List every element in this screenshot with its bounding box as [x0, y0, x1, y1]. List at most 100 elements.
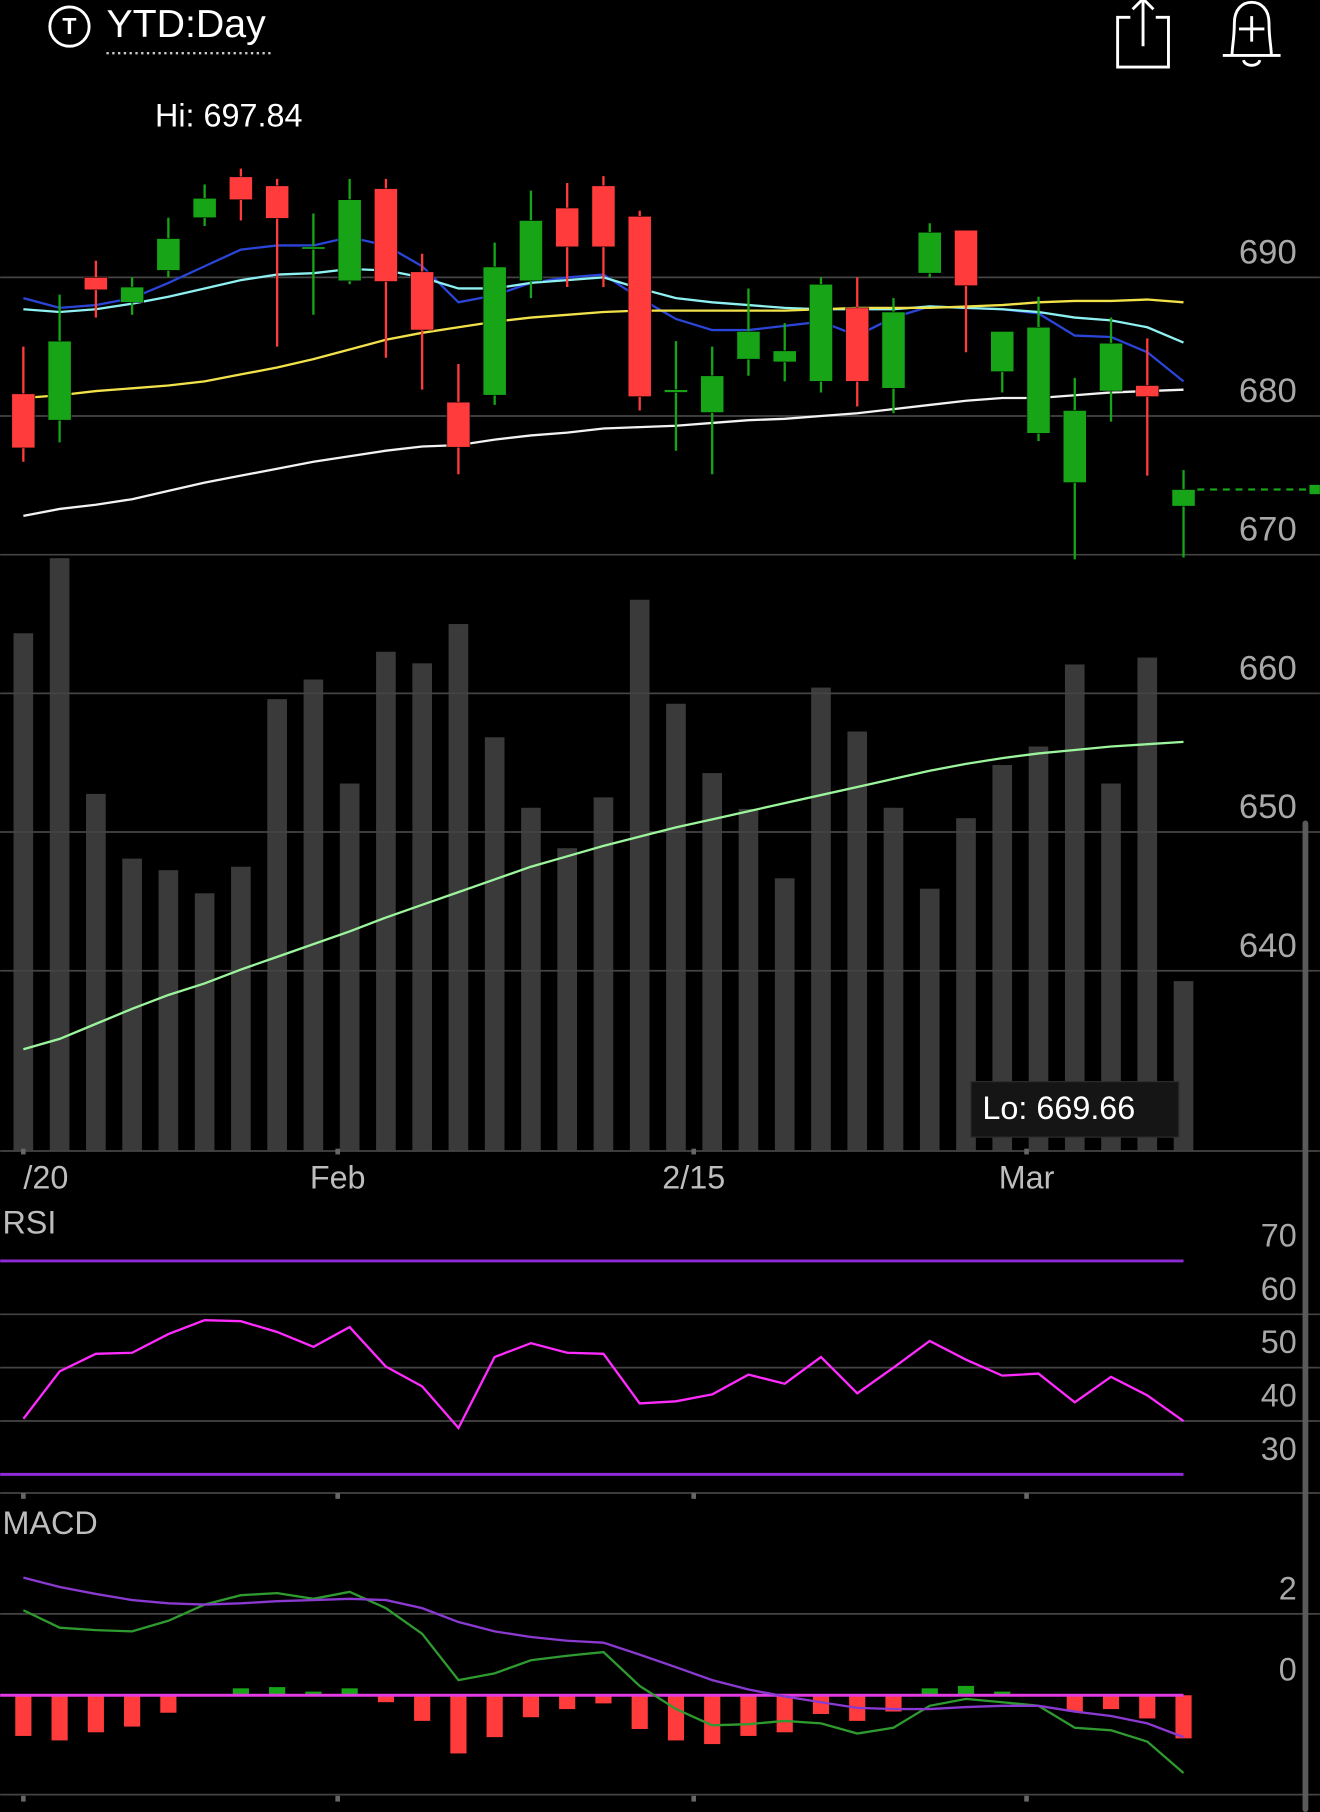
volume-bar: [557, 848, 578, 1151]
volume-bar: [194, 893, 215, 1151]
volume-bar: [49, 558, 70, 1151]
volume-bar: [86, 793, 106, 1151]
share-arrow: [1131, 0, 1155, 47]
volume-bar: [847, 731, 868, 1151]
y-tick-label: 650: [1239, 788, 1297, 826]
y-tick-label: 40: [1261, 1377, 1297, 1413]
x-tick-label: 2/15: [662, 1159, 725, 1195]
histogram-bar: [957, 1685, 975, 1696]
candle-body: [1062, 410, 1087, 483]
candle-body: [917, 231, 942, 274]
alert-button[interactable]: [1222, 0, 1281, 67]
volume-bar: [521, 807, 541, 1151]
volume-bar: [122, 858, 142, 1151]
low-label: Lo: 669.66: [982, 1090, 1135, 1126]
volume-bar: [484, 737, 505, 1151]
candle-body: [881, 311, 906, 389]
signal-line: [23, 1576, 1184, 1739]
candle-body: [990, 331, 1015, 372]
candle-body: [845, 307, 870, 382]
volume-bar: [666, 703, 686, 1151]
candle-body: [772, 350, 797, 363]
badge-circle[interactable]: [48, 5, 91, 48]
histogram-bar: [1102, 1695, 1120, 1710]
histogram-bar: [631, 1695, 648, 1730]
candle-body: [374, 188, 398, 282]
candle-body: [664, 389, 688, 393]
candle-body: [11, 393, 36, 449]
period-selector[interactable]: YTD:Day: [106, 2, 266, 46]
candle-body: [301, 246, 326, 250]
rsi-line: [22, 1319, 1185, 1431]
share-button[interactable]: [1116, 0, 1170, 69]
volume-bar: [774, 878, 795, 1151]
histogram-bar: [51, 1695, 68, 1741]
badge: T: [62, 13, 76, 39]
y-tick-label: 0: [1279, 1652, 1297, 1688]
candle-body: [337, 199, 362, 282]
volume-bar: [376, 651, 396, 1151]
last-price-marker: [1309, 484, 1320, 495]
candle-body: [192, 198, 217, 219]
volume-bar: [339, 783, 360, 1151]
candle-body: [954, 229, 978, 286]
low-label-box: [970, 1081, 1180, 1138]
candle-body: [555, 207, 580, 248]
volume-bar: [738, 808, 759, 1151]
candle-body: [809, 283, 833, 382]
candle-body: [265, 185, 289, 219]
histogram-bar: [15, 1695, 32, 1736]
y-tick-label: 2: [1279, 1570, 1297, 1606]
histogram-bar: [1175, 1695, 1192, 1739]
volume-bar: [702, 773, 723, 1151]
histogram-bar: [812, 1695, 830, 1714]
y-tick-label: 690: [1239, 233, 1297, 271]
histogram-bar: [450, 1695, 467, 1754]
panel-title: MACD: [2, 1505, 97, 1541]
histogram-bar: [414, 1695, 431, 1721]
histogram-bar: [377, 1695, 394, 1703]
histogram-bar: [160, 1695, 177, 1713]
volume-bar: [303, 679, 324, 1151]
candle-body: [446, 401, 471, 448]
histogram-bar: [341, 1688, 358, 1696]
y-tick-label: 30: [1261, 1431, 1297, 1467]
x-tick-label: Feb: [310, 1159, 366, 1195]
candle-body: [482, 266, 507, 396]
candle-body: [84, 277, 108, 291]
volume-bar: [267, 699, 287, 1151]
y-tick-label: 680: [1239, 372, 1297, 410]
candle-body: [591, 185, 616, 248]
y-tick-label: 70: [1261, 1217, 1297, 1253]
volume-bar: [883, 807, 904, 1151]
y-tick-label: 660: [1239, 649, 1297, 687]
volume-bar: [593, 797, 614, 1151]
candle-body: [47, 340, 72, 421]
histogram-bar: [704, 1695, 721, 1745]
histogram-bar: [667, 1695, 685, 1741]
histogram-bar: [305, 1691, 322, 1696]
histogram-bar: [994, 1691, 1011, 1696]
panel-title: RSI: [2, 1204, 56, 1240]
plus: [1238, 16, 1265, 42]
candle-body: [736, 331, 761, 360]
share-box: [1116, 15, 1170, 69]
histogram-bar: [595, 1695, 612, 1704]
volume-bar: [412, 663, 432, 1151]
x-tick-label: /20: [23, 1159, 68, 1195]
candle-body: [410, 271, 435, 331]
candle-body: [156, 238, 181, 271]
histogram-bar: [1066, 1695, 1083, 1712]
volume-bar: [992, 765, 1013, 1151]
high-label: Hi: 697.84: [155, 97, 302, 133]
x-tick-label: Mar: [999, 1159, 1055, 1195]
histogram-bar: [486, 1695, 503, 1738]
volume-bar: [1064, 664, 1085, 1151]
scrollbar[interactable]: [1302, 820, 1309, 1812]
histogram-bar: [885, 1695, 902, 1712]
volume-bar: [13, 633, 34, 1151]
candle-body: [120, 286, 144, 303]
macd-line: [22, 1590, 1185, 1774]
volume-bar: [919, 888, 940, 1151]
